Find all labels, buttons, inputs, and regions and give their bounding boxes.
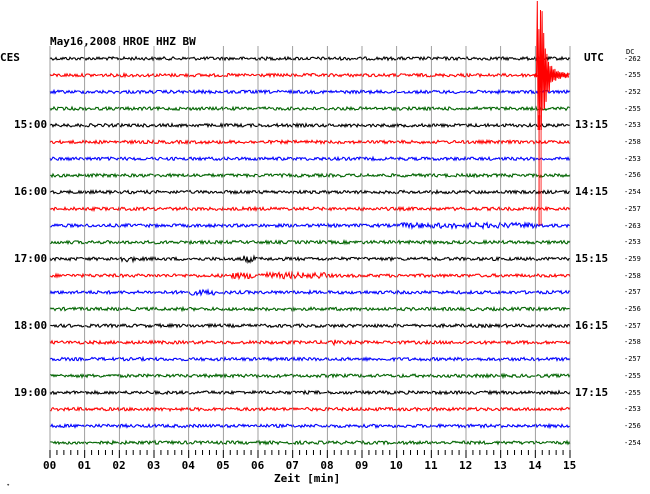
dc-offset-label: -259 bbox=[624, 254, 641, 263]
dc-header-label: DC bbox=[626, 48, 635, 56]
x-tick-label: 02 bbox=[112, 459, 126, 472]
left-time-label: 16:00 bbox=[14, 185, 48, 199]
seismic-trace bbox=[49, 305, 571, 313]
seismic-trace bbox=[49, 205, 571, 213]
dc-offset-label: -254 bbox=[624, 188, 641, 197]
dc-offset-label: -258 bbox=[624, 338, 641, 347]
x-tick-label: 14 bbox=[528, 459, 542, 472]
x-tick-label: 01 bbox=[77, 459, 91, 472]
dc-offset-label: -262 bbox=[624, 54, 641, 63]
corner-mark: ˖ bbox=[6, 481, 11, 489]
right-time-label: 16:15 bbox=[575, 318, 609, 332]
seismic-trace bbox=[49, 172, 571, 179]
seismic-trace bbox=[49, 339, 571, 347]
seismic-trace bbox=[49, 355, 571, 363]
left-timezone-label: CES bbox=[0, 51, 20, 64]
chart-title: May16,2008 HROE HHZ BW bbox=[50, 35, 196, 48]
x-axis-label: Zeit [min] bbox=[274, 472, 341, 485]
dc-offset-label: -252 bbox=[624, 87, 641, 96]
dc-offset-label: -256 bbox=[624, 171, 641, 180]
x-tick-label: 07 bbox=[285, 459, 299, 472]
dc-offset-label: -255 bbox=[624, 388, 641, 397]
grid-lines bbox=[49, 46, 571, 450]
seismic-trace bbox=[49, 188, 571, 196]
seismic-trace bbox=[49, 122, 571, 129]
x-tick-label: 09 bbox=[355, 459, 369, 472]
x-tick-label: 04 bbox=[181, 459, 195, 472]
left-time-label: 19:00 bbox=[14, 385, 48, 399]
dc-offset-label: -255 bbox=[624, 71, 641, 80]
seismic-trace bbox=[49, 406, 571, 413]
seismic-trace bbox=[49, 389, 571, 396]
seismic-trace bbox=[49, 270, 571, 281]
dc-offset-label: -257 bbox=[624, 288, 641, 297]
seismic-trace bbox=[49, 288, 571, 297]
dc-offset-label: -256 bbox=[624, 305, 641, 313]
x-tick-label: 03 bbox=[147, 459, 161, 472]
x-tick-label: 00 bbox=[43, 459, 57, 472]
x-axis-ticks bbox=[49, 450, 571, 458]
right-time-label: 15:15 bbox=[575, 251, 609, 265]
seismic-trace bbox=[50, 221, 571, 231]
x-tick-label: 12 bbox=[459, 459, 473, 472]
x-tick-label: 06 bbox=[251, 459, 265, 472]
dc-offset-label: -257 bbox=[624, 321, 641, 330]
dc-offset-label: -258 bbox=[624, 138, 641, 146]
dc-offset-label: -253 bbox=[624, 121, 641, 130]
x-tick-label: 13 bbox=[493, 459, 507, 472]
earthquake-waveform bbox=[533, 0, 569, 131]
dc-offset-label: -255 bbox=[624, 371, 641, 380]
dc-offset-label: -253 bbox=[624, 154, 641, 163]
dc-offset-label: -257 bbox=[624, 204, 641, 213]
earthquake-signal bbox=[533, 0, 569, 226]
seismic-trace bbox=[49, 138, 571, 146]
seismic-trace bbox=[49, 254, 570, 264]
seismic-trace bbox=[49, 55, 571, 62]
left-time-label: 18:00 bbox=[14, 318, 48, 332]
right-time-label: 14:15 bbox=[575, 185, 609, 199]
seismic-trace bbox=[49, 155, 571, 162]
seismic-trace bbox=[49, 422, 571, 430]
x-tick-label: 11 bbox=[424, 459, 438, 472]
left-time-label: 15:00 bbox=[14, 118, 48, 132]
x-tick-label: 15 bbox=[563, 459, 577, 472]
right-time-label: 13:15 bbox=[575, 118, 609, 132]
right-timezone-label: UTC bbox=[584, 51, 604, 64]
right-time-label: 17:15 bbox=[575, 385, 609, 399]
left-time-label: 17:00 bbox=[14, 251, 48, 265]
dc-offset-label: -256 bbox=[624, 421, 641, 430]
dc-offset-label: -253 bbox=[624, 238, 641, 247]
dc-offset-label: -263 bbox=[624, 221, 641, 230]
dc-offset-label: -257 bbox=[624, 355, 641, 364]
seismic-trace bbox=[49, 372, 571, 380]
trace-group bbox=[49, 55, 571, 446]
seismic-trace bbox=[49, 439, 571, 446]
x-tick-label: 05 bbox=[216, 459, 230, 472]
dc-offset-label: -254 bbox=[624, 438, 641, 447]
seismic-trace bbox=[49, 322, 571, 329]
dc-offset-label: -253 bbox=[624, 405, 641, 414]
dc-offset-label: -258 bbox=[624, 271, 641, 280]
x-tick-label: 08 bbox=[320, 459, 334, 472]
dc-offset-label: -255 bbox=[624, 104, 641, 113]
seismic-trace bbox=[49, 71, 570, 79]
x-tick-label: 10 bbox=[389, 459, 403, 472]
seismic-trace bbox=[49, 238, 571, 246]
seismic-trace bbox=[49, 88, 571, 96]
seismic-trace bbox=[49, 105, 571, 112]
